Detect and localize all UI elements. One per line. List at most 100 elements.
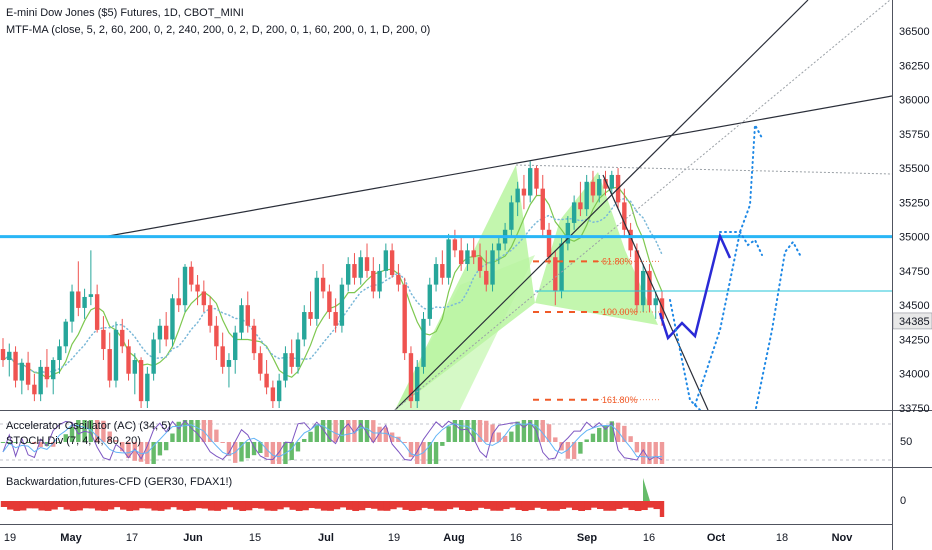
candle-body[interactable] (647, 270, 652, 306)
candle-body[interactable] (402, 284, 407, 354)
candle-body[interactable] (408, 353, 414, 402)
candle-body[interactable] (383, 250, 389, 271)
projection-dotted-4[interactable] (669, 299, 701, 410)
candle-body[interactable] (295, 339, 301, 367)
candle-body[interactable] (352, 264, 357, 278)
candle-body[interactable] (565, 222, 571, 244)
candle-body[interactable] (634, 250, 640, 306)
candle-body[interactable] (659, 298, 665, 319)
candle-body[interactable] (7, 351, 12, 361)
candle-body[interactable] (452, 239, 458, 251)
candle-body[interactable] (490, 250, 495, 285)
candle-body[interactable] (233, 332, 238, 361)
candle-body[interactable] (157, 325, 163, 340)
candle-body[interactable] (496, 243, 502, 251)
candle-body[interactable] (302, 312, 307, 340)
candle-body[interactable] (38, 366, 43, 395)
candle-body[interactable] (521, 188, 527, 196)
candle-body[interactable] (458, 250, 464, 265)
candle-body[interactable] (465, 250, 470, 265)
candle-body[interactable] (132, 360, 137, 374)
candle-body[interactable] (471, 250, 476, 258)
candle-body[interactable] (640, 270, 646, 306)
descending-trendline[interactable] (602, 174, 709, 410)
candle-body[interactable] (327, 291, 332, 313)
pattern-right-wing[interactable] (535, 172, 658, 325)
candle-body[interactable] (270, 387, 276, 402)
projection-dotted-2[interactable] (719, 231, 763, 256)
candle-body[interactable] (314, 277, 320, 319)
candle-body[interactable] (126, 346, 131, 374)
candle-body[interactable] (0, 349, 6, 361)
backwardation-pane[interactable] (0, 478, 665, 517)
candle-body[interactable] (88, 294, 94, 297)
candle-body[interactable] (138, 360, 144, 402)
candle-body[interactable] (440, 264, 445, 278)
candle-body[interactable] (628, 229, 633, 251)
candle-body[interactable] (571, 202, 577, 223)
candle-body[interactable] (145, 373, 150, 402)
candle-body[interactable] (509, 202, 514, 230)
candle-body[interactable] (51, 360, 56, 380)
candle-body[interactable] (345, 264, 351, 285)
candle-body[interactable] (415, 366, 420, 402)
candle-body[interactable] (170, 298, 175, 340)
steep-trendline[interactable] (394, 0, 809, 410)
projection-dotted-3[interactable] (755, 240, 801, 409)
candle-body[interactable] (76, 291, 81, 308)
candle-body[interactable] (433, 264, 439, 285)
candle-body[interactable] (289, 353, 294, 367)
candle-body[interactable] (427, 284, 432, 319)
candle-body[interactable] (339, 284, 345, 326)
candle-body[interactable] (107, 349, 112, 381)
candle-body[interactable] (371, 270, 376, 292)
price-axis[interactable]: 36500 36250 36000 35750 35500 35250 35000 34750… (899, 26, 930, 415)
candle-body[interactable] (182, 266, 188, 306)
projection-solid-path[interactable] (658, 232, 732, 341)
candle-body[interactable] (578, 202, 583, 210)
candle-body[interactable] (94, 294, 100, 330)
fibonacci-levels[interactable]: 61.80% 100.00% 161.80% (533, 256, 660, 405)
candle-body[interactable] (333, 312, 338, 326)
candle-body[interactable] (597, 179, 602, 196)
upper-trendline[interactable] (102, 95, 892, 238)
candle-body[interactable] (82, 296, 87, 308)
candle-body[interactable] (163, 325, 169, 340)
candle-body[interactable] (446, 239, 451, 278)
candle-body[interactable] (226, 360, 232, 367)
candle-body[interactable] (358, 257, 363, 278)
candle-body[interactable] (546, 229, 552, 258)
harmonic-pattern[interactable] (395, 165, 658, 420)
candle-body[interactable] (609, 174, 614, 189)
candle-body[interactable] (32, 384, 37, 395)
candle-body[interactable] (13, 351, 18, 381)
candle-body[interactable] (364, 257, 370, 271)
candle-body[interactable] (195, 284, 200, 292)
candle-body[interactable] (477, 257, 483, 271)
candle-body[interactable] (283, 353, 288, 381)
time-axis[interactable]: 19 May 17 Jun 15 Jul 19 Aug 16 Sep 16 Oct 18 Nov (4, 532, 853, 544)
candle-body[interactable] (320, 277, 326, 292)
candle-body[interactable] (389, 250, 395, 276)
candle-body[interactable] (120, 329, 125, 347)
candle-body[interactable] (189, 266, 194, 285)
candle-body[interactable] (540, 188, 545, 230)
candle-body[interactable] (69, 291, 75, 322)
candle-body[interactable] (534, 168, 539, 189)
candle-body[interactable] (584, 181, 589, 210)
candle-body[interactable] (176, 298, 181, 306)
candle-body[interactable] (63, 321, 68, 347)
candle-body[interactable] (113, 329, 119, 381)
candle-body[interactable] (622, 202, 627, 230)
main-price-pane[interactable]: 61.80% 100.00% 161.80% (0, 0, 892, 420)
candle-body[interactable] (239, 305, 244, 333)
candle-body[interactable] (245, 305, 250, 326)
candle-body[interactable] (57, 346, 62, 361)
candle-body[interactable] (258, 353, 263, 374)
ac-pane[interactable] (0, 420, 892, 464)
candle-body[interactable] (214, 325, 219, 347)
candle-body[interactable] (201, 291, 207, 306)
candle-body[interactable] (251, 325, 257, 354)
candle-body[interactable] (377, 270, 382, 292)
